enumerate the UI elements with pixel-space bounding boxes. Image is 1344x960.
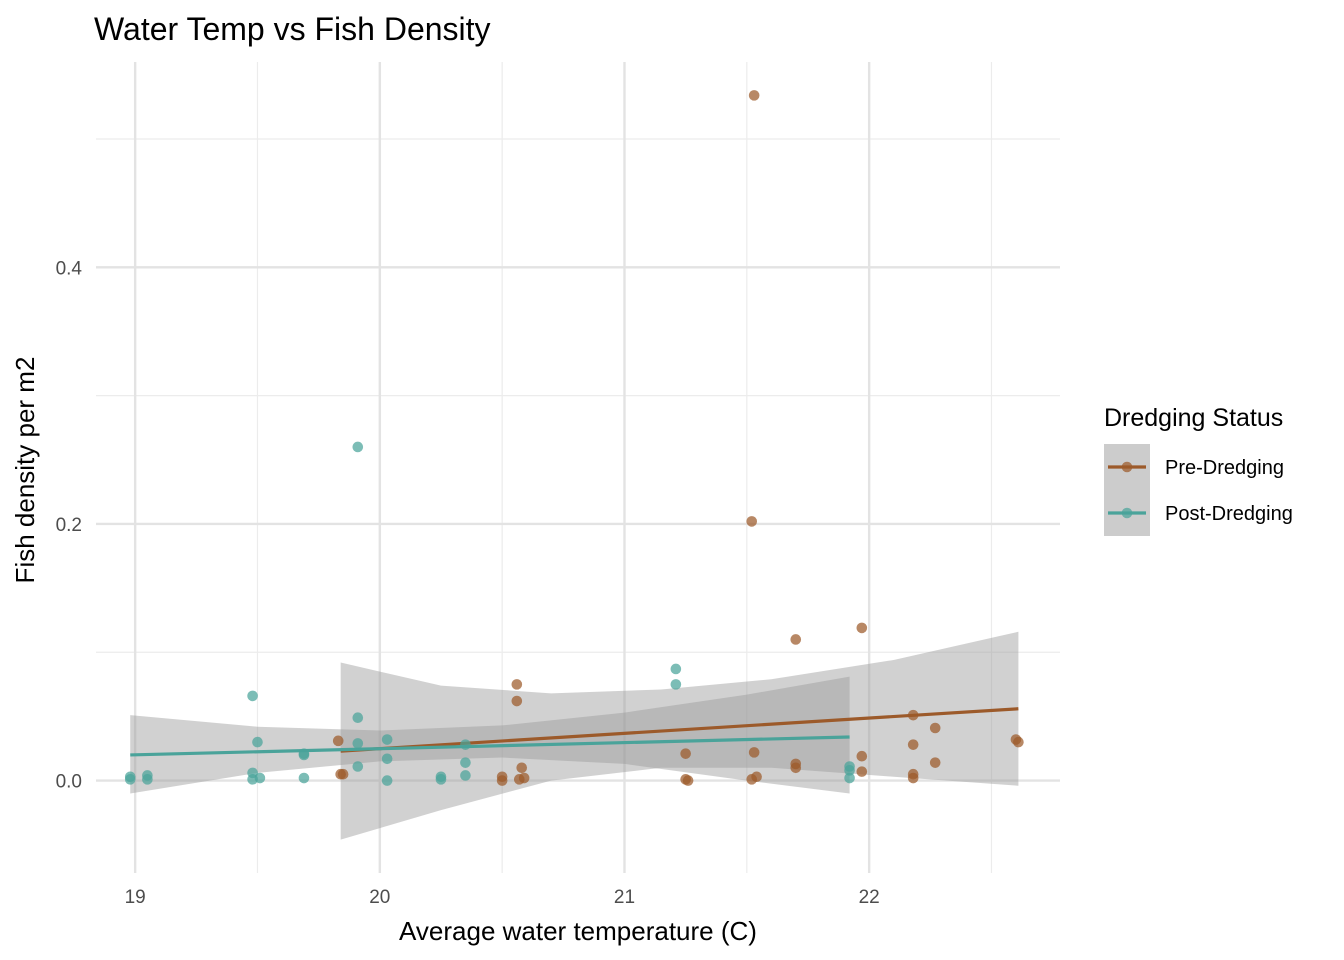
data-point-pre-dredging bbox=[680, 748, 691, 759]
data-point-post-dredging bbox=[247, 690, 258, 702]
data-point-pre-dredging bbox=[748, 90, 760, 101]
data-point-post-dredging bbox=[352, 761, 364, 772]
data-point-post-dredging bbox=[381, 734, 393, 745]
data-point-pre-dredging bbox=[790, 634, 802, 645]
data-point-pre-dredging bbox=[907, 709, 919, 721]
x-axis-ticks: 19 20 21 22 bbox=[125, 887, 880, 908]
y-tick-label: 0.4 bbox=[56, 258, 83, 279]
data-point-post-dredging bbox=[844, 772, 855, 784]
data-point-pre-dredging bbox=[748, 747, 760, 758]
legend-key-point bbox=[1121, 507, 1133, 519]
data-point-pre-dredging bbox=[1013, 736, 1024, 748]
data-point-post-dredging bbox=[298, 749, 310, 761]
data-point-pre-dredging bbox=[856, 750, 868, 762]
data-point-pre-dredging bbox=[929, 722, 941, 734]
data-point-pre-dredging bbox=[856, 766, 868, 777]
fit-line-pre-dredging bbox=[340, 707, 1019, 753]
fit-line-post-dredging bbox=[130, 735, 850, 757]
data-point-post-dredging bbox=[460, 770, 471, 781]
x-tick-label: 19 bbox=[125, 887, 146, 908]
data-point-pre-dredging bbox=[856, 622, 868, 634]
data-point-post-dredging bbox=[352, 712, 364, 724]
data-point-pre-dredging bbox=[518, 772, 530, 784]
y-axis-label: Fish density per m2 bbox=[10, 357, 40, 584]
data-point-post-dredging bbox=[352, 738, 364, 749]
data-point-post-dredging bbox=[254, 772, 266, 784]
grid-minor bbox=[96, 62, 1060, 873]
y-axis-ticks: 0.0 0.2 0.4 bbox=[56, 258, 83, 792]
x-tick-label: 21 bbox=[614, 887, 635, 908]
data-point-pre-dredging bbox=[929, 757, 941, 768]
fit-lines bbox=[130, 707, 1019, 757]
data-point-pre-dredging bbox=[511, 679, 523, 690]
confidence-band-pre-dredging bbox=[340, 631, 1019, 840]
data-points bbox=[124, 90, 1024, 786]
data-point-pre-dredging bbox=[682, 775, 694, 786]
data-point-post-dredging bbox=[252, 736, 263, 748]
data-point-pre-dredging bbox=[907, 739, 919, 750]
data-point-post-dredging bbox=[460, 757, 471, 768]
legend-key-point bbox=[1121, 461, 1133, 473]
data-point-pre-dredging bbox=[751, 771, 762, 783]
data-point-post-dredging bbox=[670, 679, 682, 690]
x-tick-label: 22 bbox=[859, 887, 880, 908]
confidence-band-post-dredging bbox=[130, 676, 850, 794]
data-point-post-dredging bbox=[435, 774, 447, 785]
data-point-post-dredging bbox=[844, 765, 855, 776]
data-point-post-dredging bbox=[298, 772, 310, 784]
legend: Dredging Status Pre-Dredging Post-Dredgin… bbox=[1104, 404, 1293, 536]
legend-title: Dredging Status bbox=[1104, 404, 1283, 432]
confidence-bands bbox=[130, 631, 1019, 840]
y-tick-label: 0.0 bbox=[56, 772, 82, 793]
legend-key-bg bbox=[1104, 444, 1150, 536]
data-point-pre-dredging bbox=[337, 768, 349, 780]
data-point-pre-dredging bbox=[516, 762, 528, 774]
data-point-post-dredging bbox=[142, 774, 153, 785]
data-point-post-dredging bbox=[460, 739, 471, 750]
data-point-post-dredging bbox=[381, 753, 393, 765]
x-tick-label: 20 bbox=[369, 887, 390, 908]
data-point-pre-dredging bbox=[496, 775, 508, 786]
legend-entries: Pre-Dredging Post-Dredging bbox=[1108, 457, 1293, 525]
legend-label: Pre-Dredging bbox=[1165, 457, 1284, 479]
data-point-post-dredging bbox=[381, 775, 393, 786]
data-point-pre-dredging bbox=[790, 762, 802, 774]
data-point-pre-dredging bbox=[907, 772, 919, 784]
data-point-post-dredging bbox=[352, 441, 364, 453]
data-point-pre-dredging bbox=[746, 516, 758, 527]
data-point-post-dredging bbox=[124, 774, 136, 785]
data-point-post-dredging bbox=[670, 663, 682, 675]
data-point-pre-dredging bbox=[332, 735, 344, 747]
chart-title: Water Temp vs Fish Density bbox=[94, 11, 491, 47]
x-axis-label: Average water temperature (C) bbox=[399, 916, 757, 946]
y-tick-label: 0.2 bbox=[56, 515, 82, 536]
legend-label: Post-Dredging bbox=[1165, 503, 1293, 525]
data-point-pre-dredging bbox=[511, 695, 523, 707]
